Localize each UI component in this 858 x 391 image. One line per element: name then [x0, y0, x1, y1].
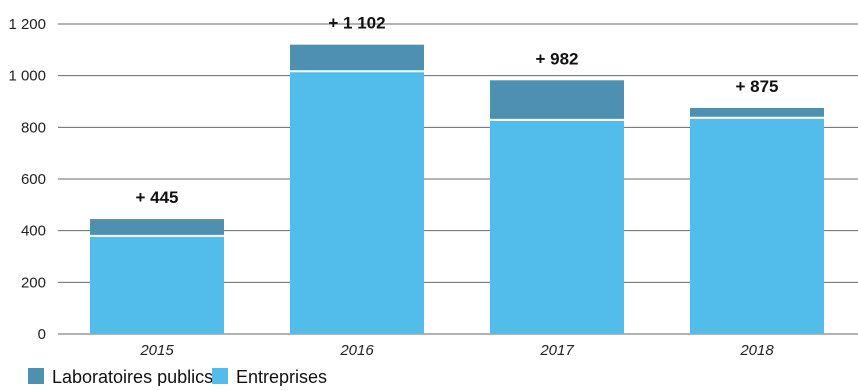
bar-entreprises [90, 235, 224, 334]
bar-laboratoires-publics [290, 44, 424, 72]
legend-swatch [212, 368, 228, 384]
legend-label: Laboratoires publics [52, 367, 213, 386]
total-label: + 875 [735, 77, 778, 96]
total-label: + 1 102 [328, 14, 385, 33]
x-tick-label: 2017 [539, 342, 574, 359]
y-tick-label: 1 200 [8, 16, 46, 33]
x-tick-label: 2015 [139, 342, 174, 359]
y-tick-label: 800 [21, 119, 46, 136]
x-tick-label: 2018 [739, 342, 774, 359]
bar-entreprises [490, 119, 624, 334]
legend-label: Entreprises [236, 367, 327, 386]
y-tick-label: 400 [21, 223, 46, 240]
bar-entreprises [690, 117, 824, 335]
y-tick-label: 200 [21, 274, 46, 291]
y-tick-label: 0 [38, 326, 46, 343]
x-tick-label: 2016 [339, 342, 374, 359]
total-label: + 445 [135, 188, 178, 207]
bar-laboratoires-publics [90, 219, 224, 236]
bar-entreprises [290, 71, 424, 335]
y-tick-label: 600 [21, 171, 46, 188]
y-tick-label: 1 000 [8, 68, 46, 85]
bar-laboratoires-publics [490, 80, 624, 120]
bar-laboratoires-publics [690, 107, 824, 118]
total-label: + 982 [535, 49, 578, 68]
legend-swatch [28, 368, 44, 384]
